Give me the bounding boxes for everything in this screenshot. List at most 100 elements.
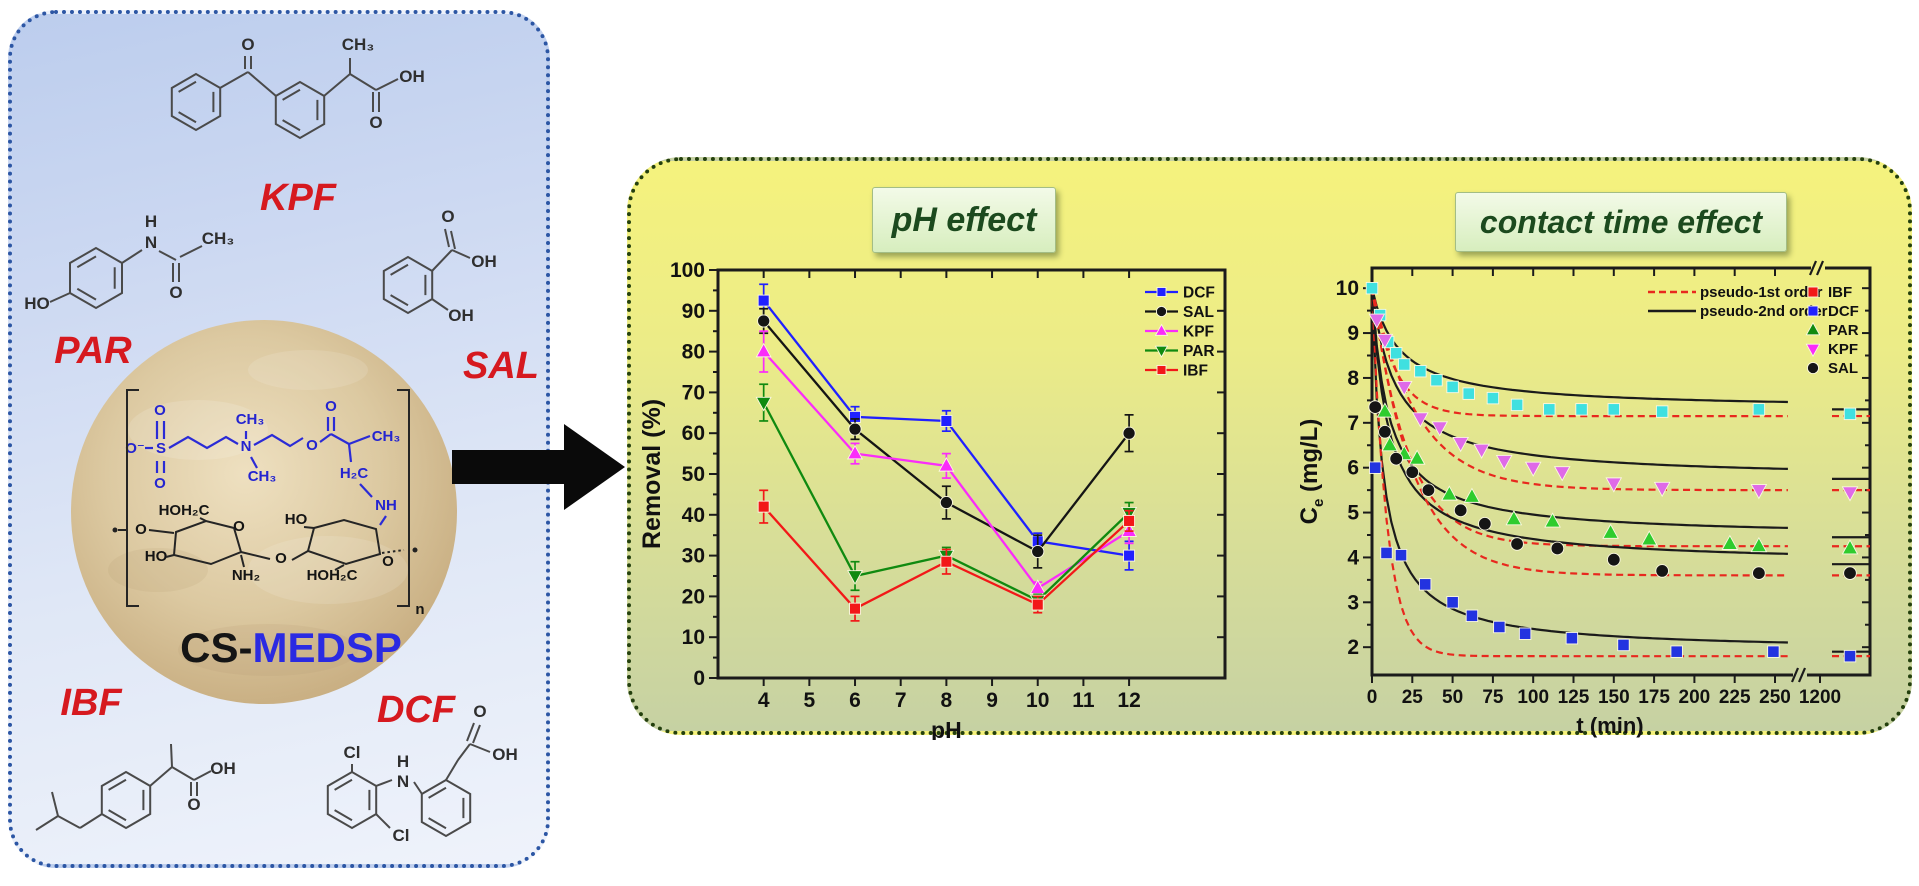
- repeat-unit-label: n: [415, 601, 424, 618]
- legend-label: IBF: [1828, 284, 1852, 301]
- data-point: [938, 456, 955, 472]
- svg-text:6: 6: [849, 689, 861, 712]
- sal-structure: O OH OH: [382, 207, 497, 325]
- atom-label: HO: [145, 548, 168, 565]
- svg-text:5: 5: [804, 689, 816, 712]
- data-point: [1421, 483, 1436, 497]
- ph-series-KPF: [755, 330, 1138, 596]
- data-point: [1453, 503, 1468, 518]
- atom-label: HOH₂C: [159, 502, 210, 519]
- svg-text:5: 5: [1347, 502, 1359, 525]
- data-point: [757, 294, 770, 307]
- legend-label: SAL: [1828, 360, 1858, 377]
- data-point: [1389, 347, 1403, 360]
- legend-label: pseudo-1st order: [1700, 284, 1823, 301]
- data-point: [1670, 645, 1683, 658]
- atom-label: O: [369, 113, 382, 132]
- medsp-structure: O⁻ S O O N CH₃ CH₃ O O CH₃ H₂C: [125, 398, 401, 526]
- bond-dot: [112, 527, 118, 533]
- data-point: [1843, 649, 1857, 663]
- ct-y-axis-title: Ce (mg/L): [1300, 419, 1327, 525]
- data-point: [1465, 609, 1479, 622]
- atom-label: CH₃: [236, 411, 265, 428]
- svg-text:150: 150: [1598, 687, 1630, 708]
- ph-plot-area: 4 5 6 7 8 9 10 11 12 0 10 20 30 40 50 60 70 80 90 100 pH Remo…: [638, 259, 1227, 740]
- data-point: [757, 314, 771, 328]
- data-point: [1841, 539, 1859, 555]
- data-point: [1807, 305, 1819, 317]
- atom-label: Cl: [344, 743, 361, 762]
- data-point: [1154, 323, 1169, 336]
- ct-x-axis-title: t (min): [1576, 713, 1643, 738]
- data-point: [1398, 358, 1411, 371]
- data-point: [848, 422, 862, 436]
- legend-label: PAR: [1828, 322, 1859, 339]
- data-point: [1565, 632, 1579, 645]
- molecule-label-dcf: DCF: [377, 689, 457, 731]
- atom-label: OH: [492, 745, 518, 764]
- data-point: [1607, 403, 1620, 416]
- data-point: [1414, 365, 1427, 378]
- legend-label: PAR: [1183, 343, 1215, 360]
- molecule-label-ibf: IBF: [60, 682, 123, 724]
- atom-label: O: [154, 402, 166, 419]
- data-point: [1640, 530, 1658, 546]
- ct-fit-curves: [1370, 287, 1870, 658]
- data-point: [1123, 549, 1136, 562]
- data-point: [1156, 287, 1167, 297]
- data-point: [1767, 645, 1780, 658]
- pharmaceuticals-panel: O CH₃ OH O KPF HO: [8, 10, 550, 868]
- svg-text:8: 8: [941, 689, 953, 712]
- data-point: [1843, 407, 1857, 421]
- data-point: [1441, 485, 1458, 501]
- atom-label: O: [169, 283, 182, 302]
- atom-label: H₂C: [340, 465, 368, 482]
- atom-label: O: [306, 437, 318, 454]
- contact-time-chart: 0 25 50 75 100 125 150 175 200 225 250 1200 2 3 4 5 6 7 8 9…: [1300, 260, 1872, 738]
- data-point: [1617, 638, 1630, 652]
- kpf-structure: O CH₃ OH O: [170, 35, 425, 140]
- data-point: [1841, 486, 1859, 502]
- svg-text:75: 75: [1482, 687, 1504, 708]
- data-point: [849, 602, 861, 615]
- ph-x-axis-title: pH: [931, 717, 962, 740]
- atom-label: HO: [285, 511, 308, 528]
- legend-label: KPF: [1183, 324, 1214, 341]
- material-name-label: CS-MEDSP: [180, 624, 402, 671]
- data-point: [1524, 461, 1542, 477]
- atom-label: CH₃: [202, 229, 234, 248]
- ct-series-SAL: [1368, 400, 1857, 580]
- atom-label: O: [135, 521, 147, 538]
- data-point: [1154, 345, 1169, 358]
- ct-axes: [1363, 268, 1870, 683]
- svg-text:4: 4: [758, 689, 770, 712]
- data-point: [1493, 620, 1506, 634]
- data-point: [1655, 405, 1669, 418]
- data-point: [1369, 461, 1382, 474]
- ph-axis-labels: 4 5 6 7 8 9 10 11 12 0 10 20 30 40 50 60 70 80 90 100 pH Remo…: [638, 259, 1141, 740]
- atom-label: H: [145, 212, 157, 231]
- svg-text:10: 10: [1336, 277, 1359, 300]
- ct-axis-labels: 0 25 50 75 100 125 150 175 200 225 250 1200 2 3 4 5 6 7 8 9…: [1300, 277, 1841, 738]
- data-point: [755, 342, 772, 358]
- svg-text:100: 100: [670, 259, 705, 282]
- atom-label: O: [187, 795, 200, 814]
- svg-text:40: 40: [682, 504, 705, 527]
- svg-text:1200: 1200: [1799, 687, 1841, 708]
- svg-text:9: 9: [1347, 322, 1359, 345]
- data-point: [1750, 484, 1768, 500]
- atom-label: HOH₂C: [307, 567, 358, 584]
- data-point: [1408, 449, 1426, 465]
- data-point: [940, 555, 953, 568]
- svg-text:60: 60: [682, 422, 705, 445]
- svg-text:4: 4: [1347, 546, 1359, 569]
- atom-label: CH₃: [372, 428, 401, 445]
- atom-label: O: [441, 207, 454, 226]
- data-point: [1807, 286, 1819, 298]
- data-point: [1446, 380, 1459, 394]
- data-point: [847, 444, 864, 460]
- svg-text:8: 8: [1347, 367, 1359, 390]
- data-point: [1721, 534, 1739, 550]
- results-panel: pH effect contact time effect 4 5 6 7 8 9 10 11…: [627, 157, 1912, 740]
